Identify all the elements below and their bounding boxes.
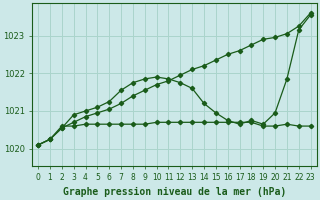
X-axis label: Graphe pression niveau de la mer (hPa): Graphe pression niveau de la mer (hPa) — [63, 186, 286, 197]
